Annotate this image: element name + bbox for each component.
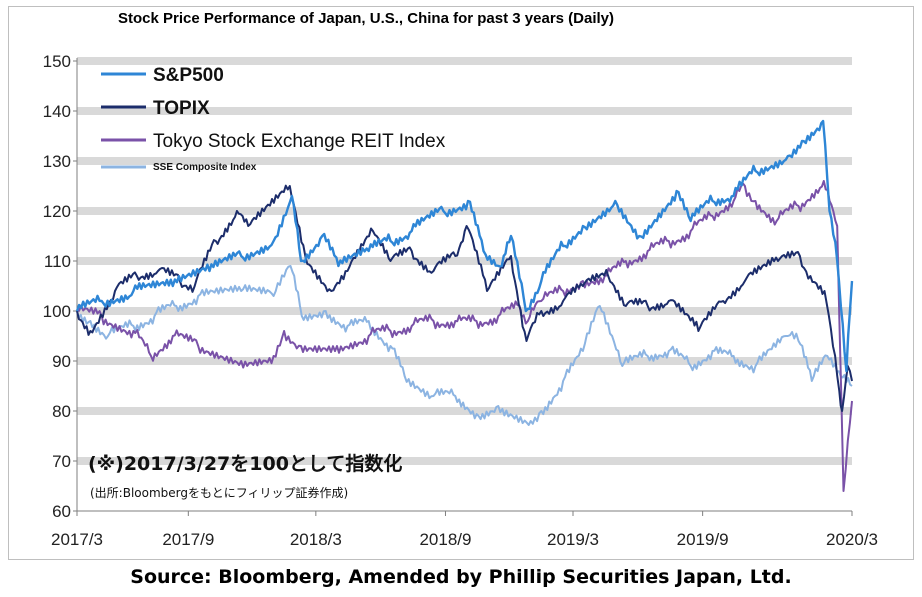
series-lines: [75, 119, 854, 492]
chart-title: Stock Price Performance of Japan, U.S., …: [118, 10, 615, 27]
series-line: [76, 265, 853, 426]
y-tick-label: 150: [43, 52, 71, 71]
x-tick-label: 2020/3: [826, 530, 878, 549]
x-tick-label: 2017/9: [162, 530, 214, 549]
x-tick-label: 2019/3: [547, 530, 599, 549]
legend-label: S&P500: [153, 65, 224, 86]
annotation-source: (出所:Bloombergをもとにフィリップ証券作成): [90, 485, 348, 500]
grid-band: [77, 107, 852, 115]
x-tick-label: 2017/3: [51, 530, 103, 549]
grid-band: [77, 57, 852, 65]
y-tick-label: 70: [52, 452, 71, 471]
x-tick-label: 2018/3: [290, 530, 342, 549]
y-tick-label: 120: [43, 202, 71, 221]
legend-label: Tokyo Stock Exchange REIT Index: [153, 131, 446, 152]
series-line: [75, 119, 854, 373]
grid-band: [77, 407, 852, 415]
x-tick-label: 2018/9: [419, 530, 471, 549]
y-tick-label: 100: [43, 302, 71, 321]
axes: 60 70 80 90 100 110 120 130 140 150 2017/3 2017/9 20…: [43, 52, 878, 549]
grid-band: [77, 157, 852, 165]
grid-band: [77, 307, 852, 315]
legend: S&P500 TOPIX Tokyo Stock Exchange REIT Ind…: [101, 65, 446, 173]
grid-band: [77, 207, 852, 215]
grid-band: [77, 357, 852, 365]
grid-bands: [77, 57, 852, 465]
annotation-main: (※)2017/3/27を100として指数化: [88, 452, 402, 475]
source-footer: Source: Bloomberg, Amended by Phillip Se…: [130, 566, 792, 588]
annotations: (※)2017/3/27を100として指数化 (出所:Bloombergをもとにフ…: [88, 452, 402, 500]
y-tick-label: 60: [52, 502, 71, 521]
series-line: [76, 180, 853, 492]
x-tick-label: 2019/9: [677, 530, 729, 549]
y-tick-label: 80: [52, 402, 71, 421]
y-tick-label: 90: [52, 352, 71, 371]
y-tick-label: 140: [43, 102, 71, 121]
y-tick-label: 130: [43, 152, 71, 171]
legend-label: TOPIX: [153, 98, 210, 119]
grid-band: [77, 257, 852, 265]
legend-label: SSE Composite Index: [153, 162, 257, 173]
grid-band: [77, 457, 852, 465]
series-line: [76, 184, 853, 412]
y-tick-label: 110: [44, 252, 71, 271]
